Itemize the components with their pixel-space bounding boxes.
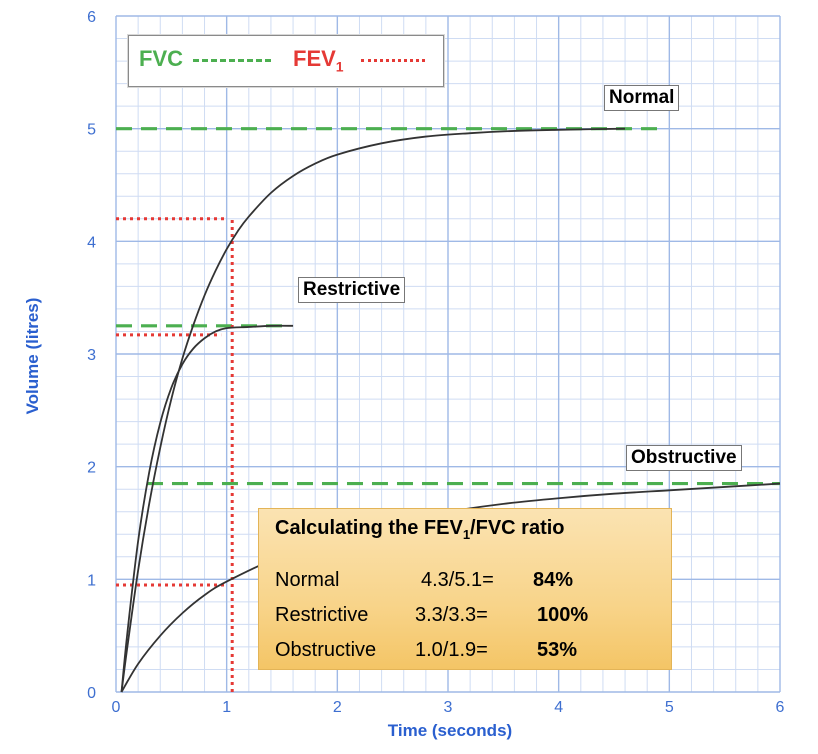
legend-fev1-text: FEV (293, 46, 336, 71)
legend: FVC FEV1 (128, 35, 444, 87)
y-tick-label: 1 (87, 572, 96, 589)
reference-lines (116, 127, 780, 692)
y-tick-label: 0 (87, 685, 96, 702)
calc-row-formula: 3.3/3.3= (415, 604, 488, 626)
y-tick-label: 6 (87, 9, 96, 26)
x-tick-label: 3 (444, 699, 453, 716)
calc-row-percent: 100% (537, 604, 589, 626)
y-tick-label: 5 (87, 122, 96, 139)
x-tick-label: 5 (665, 699, 674, 716)
legend-fvc-label: FVC (139, 46, 183, 71)
calc-row-name: Normal (275, 569, 340, 591)
calc-title-pre: Calculating the FEV (275, 517, 463, 539)
calc-row-name: Obstructive (275, 639, 377, 661)
label-restrictive: Restrictive (298, 277, 406, 303)
calc-title-post: /FVC ratio (470, 517, 565, 539)
x-axis-title: Time (seconds) (388, 721, 512, 740)
curve-normal (120, 127, 626, 693)
legend-fev1-label: FEV1 (293, 46, 344, 74)
y-tick-label: 4 (87, 234, 96, 251)
y-tick-label: 2 (87, 460, 96, 477)
legend-fev1-swatch (361, 59, 425, 62)
x-tick-label: 1 (222, 699, 231, 716)
x-tick-label: 0 (112, 699, 121, 716)
calc-title: Calculating the FEV1/FVC ratio (275, 517, 565, 542)
label-normal: Normal (604, 85, 680, 111)
ratio-calculation-box: Calculating the FEV1/FVC ratio Normal 4.… (258, 508, 672, 670)
calc-row-percent: 53% (537, 639, 578, 661)
x-tick-label: 6 (776, 699, 785, 716)
label-obstructive: Obstructive (626, 445, 742, 471)
x-tick-label: 4 (554, 699, 563, 716)
legend-fvc-swatch (193, 59, 271, 62)
y-axis-title: Volume (litres) (23, 298, 42, 415)
legend-fev1-sub: 1 (335, 58, 344, 75)
calc-row-percent: 84% (533, 569, 574, 591)
tick-labels: 0 1 2 3 4 5 6 0 1 2 3 4 5 6 (87, 9, 784, 716)
calc-title-sub: 1 (462, 527, 471, 542)
curve-restrictive (120, 324, 294, 693)
calc-row-name: Restrictive (275, 604, 369, 626)
calc-row-formula: 4.3/5.1= (421, 569, 494, 591)
x-tick-label: 2 (333, 699, 342, 716)
y-tick-label: 3 (87, 347, 96, 364)
calc-row-formula: 1.0/1.9= (415, 639, 488, 661)
